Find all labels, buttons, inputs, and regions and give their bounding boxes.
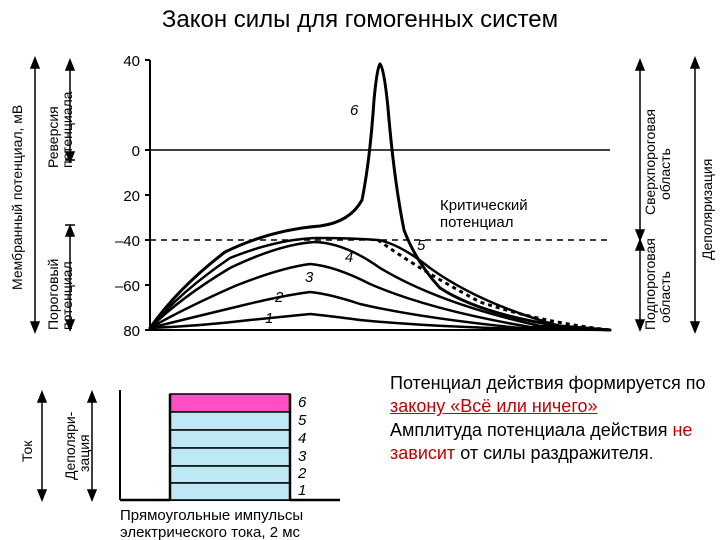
svg-text:потенциал: потенциал — [440, 214, 514, 231]
svg-text:–60: –60 — [115, 278, 140, 295]
svg-text:4: 4 — [298, 430, 306, 447]
svg-text:3: 3 — [305, 269, 314, 286]
svg-text:1: 1 — [298, 482, 306, 499]
svg-text:Деполяризация: Деполяризация — [699, 159, 715, 260]
svg-text:40: 40 — [123, 53, 140, 70]
svg-text:80: 80 — [123, 323, 140, 340]
svg-text:Сверхпороговая: Сверхпороговая — [642, 109, 658, 215]
svg-text:Прямоугольные импульсы: Прямоугольные импульсы — [120, 507, 303, 524]
svg-text:0: 0 — [132, 143, 140, 160]
body-text: Потенциал действия формируется по закону… — [390, 372, 710, 466]
svg-text:Критический: Критический — [440, 197, 528, 214]
svg-text:зация: зация — [76, 434, 92, 472]
svg-text:электрического тока, 2 мс: электрического тока, 2 мс — [120, 524, 301, 540]
svg-text:20: 20 — [123, 188, 140, 205]
svg-text:6: 6 — [350, 102, 359, 119]
svg-text:потенциал: потенциал — [59, 261, 75, 330]
svg-text:2: 2 — [297, 465, 307, 482]
svg-text:потенциала: потенциала — [59, 91, 75, 168]
svg-text:2: 2 — [274, 289, 284, 306]
main-chart: 40 0 20 –40 –60 80 6 5 4 3 — [0, 30, 720, 390]
svg-text:6: 6 — [298, 394, 307, 411]
svg-text:3: 3 — [298, 448, 307, 465]
svg-text:Ток: Ток — [19, 440, 35, 462]
svg-text:5: 5 — [298, 412, 307, 429]
svg-text:Мембранный потенциал, мВ: Мембранный потенциал, мВ — [9, 105, 25, 290]
svg-text:Подпороговая: Подпороговая — [642, 238, 658, 330]
svg-text:5: 5 — [417, 237, 426, 254]
stimulus-chart: 6 5 4 3 2 1 Деполяри- зация Ток Прямоуго… — [0, 370, 380, 540]
svg-text:–40: –40 — [115, 233, 140, 250]
svg-text:область: область — [657, 148, 673, 200]
svg-text:1: 1 — [265, 310, 273, 327]
svg-text:область: область — [657, 271, 673, 323]
svg-text:4: 4 — [345, 249, 353, 266]
